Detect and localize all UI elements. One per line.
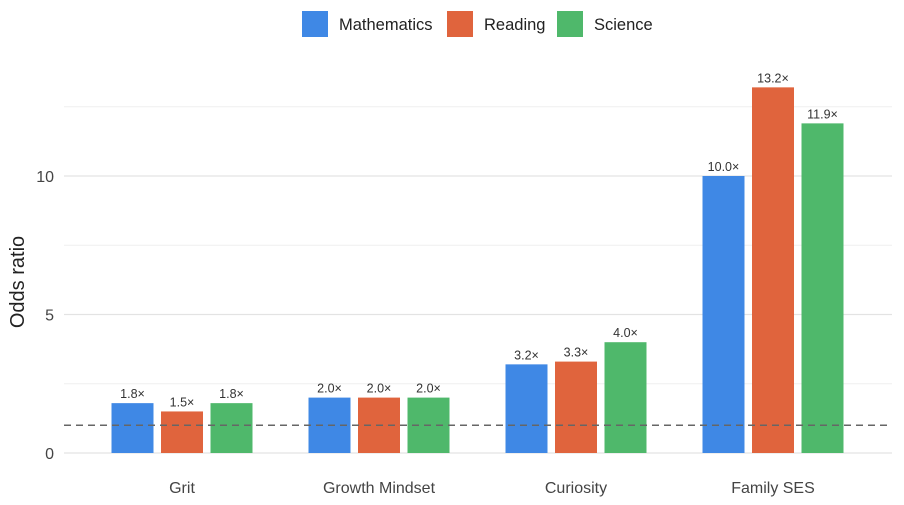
legend-item-science: Science (557, 11, 653, 37)
legend-label: Science (594, 16, 653, 34)
data-label: 10.0× (708, 160, 740, 174)
bar-reading-family-ses (752, 87, 794, 454)
x-tick-label: Growth Mindset (323, 480, 436, 497)
data-label: 11.9× (807, 107, 838, 121)
x-tick-label: Family SES (731, 480, 815, 497)
y-tick-label: 5 (45, 308, 54, 325)
legend-item-mathematics: Mathematics (302, 11, 433, 37)
data-label: 4.0× (613, 326, 638, 340)
bar-reading-grit (161, 411, 203, 453)
legend-swatch (302, 11, 328, 37)
data-label: 1.8× (120, 387, 145, 401)
bar-reading-curiosity (555, 361, 597, 453)
y-tick-label: 10 (36, 169, 54, 186)
data-label: 2.0× (367, 382, 392, 396)
bar-mathematics-family-ses (702, 176, 745, 453)
y-axis-title: Odds ratio (7, 236, 29, 328)
data-label: 2.0× (317, 382, 342, 396)
data-label: 2.0× (416, 382, 441, 396)
y-axis: 0 5 10 (36, 169, 54, 463)
legend-item-reading: Reading (447, 11, 545, 37)
x-tick-label: Grit (169, 480, 195, 497)
bar-mathematics-grit (111, 403, 154, 453)
legend-label: Reading (484, 16, 545, 34)
data-label: 3.3× (564, 346, 589, 360)
data-labels: 1.8× 1.5× 1.8× 2.0× 2.0× 2.0× 3.2× 3.3× 4.0× 10.0… (120, 71, 838, 409)
bars (111, 87, 844, 454)
data-label: 3.2× (514, 348, 539, 362)
legend-swatch (447, 11, 473, 37)
legend-swatch (557, 11, 583, 37)
bar-science-curiosity (604, 342, 647, 453)
x-tick-label: Curiosity (545, 480, 607, 497)
bar-science-family-ses (801, 123, 844, 454)
legend: Mathematics Reading Science (302, 11, 653, 37)
bar-science-grit (210, 403, 253, 453)
y-tick-label: 0 (45, 446, 54, 463)
data-label: 1.8× (219, 387, 244, 401)
bar-mathematics-curiosity (505, 364, 548, 453)
x-axis: Grit Growth Mindset Curiosity Family SES (169, 480, 815, 497)
legend-label: Mathematics (339, 16, 433, 34)
data-label: 1.5× (170, 395, 195, 409)
data-label: 13.2× (757, 71, 789, 85)
